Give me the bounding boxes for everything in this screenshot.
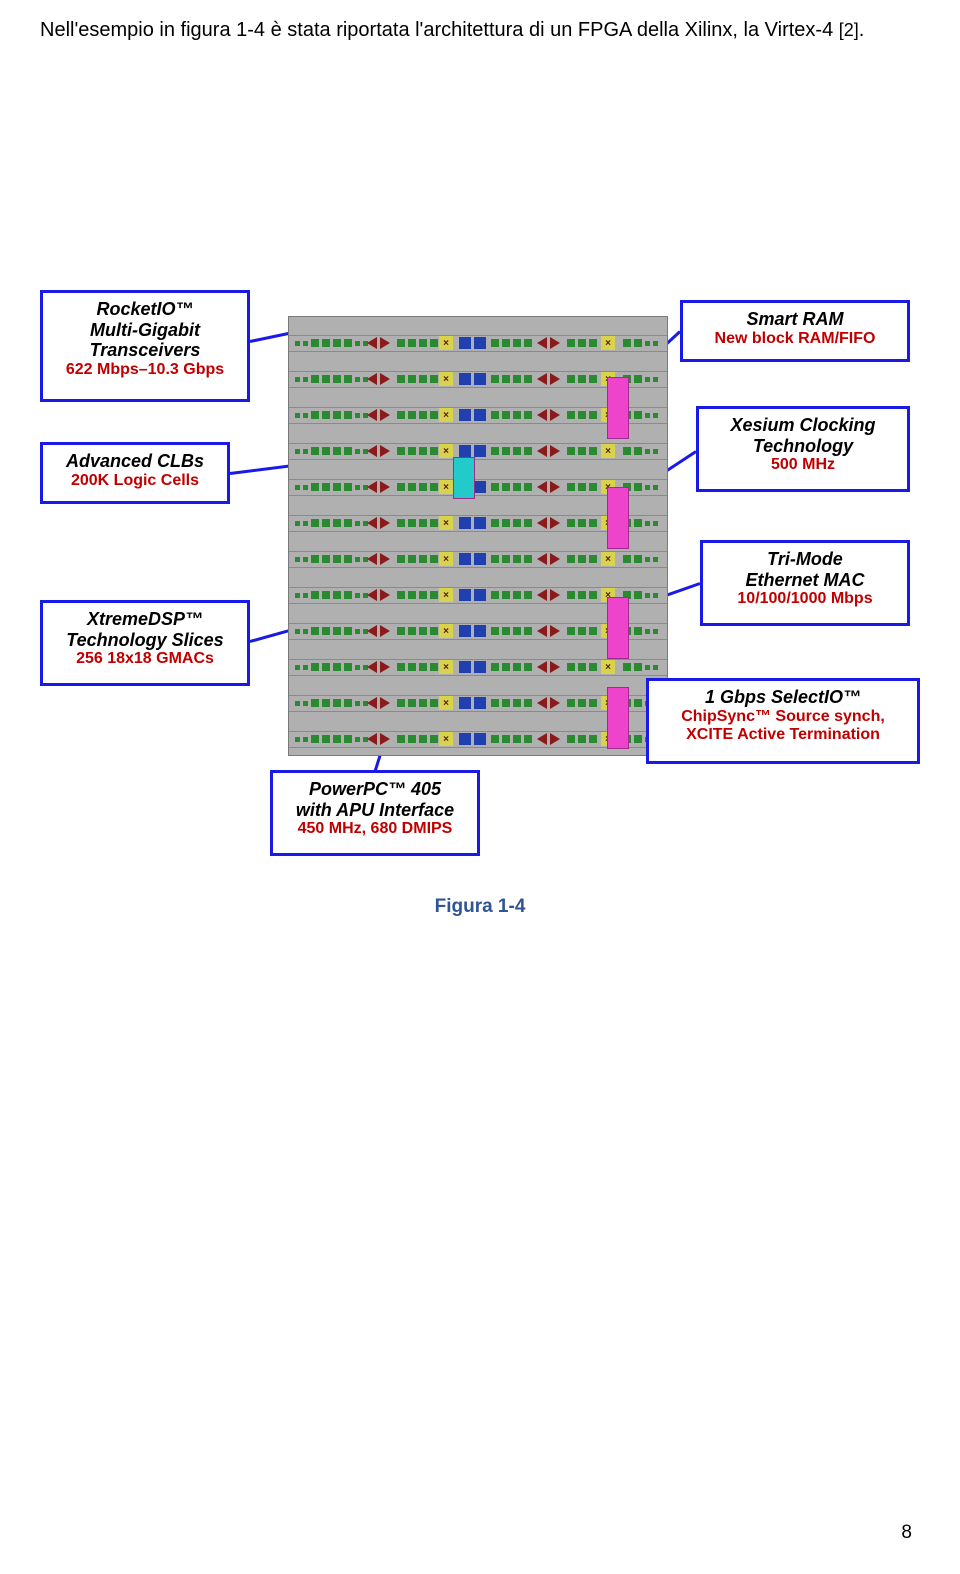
figure-caption: Figura 1-4 [0,896,960,918]
callout-detail: 256 18x18 GMACs [53,650,237,668]
callout-title: Tri-Mode [713,549,897,570]
callout-selectio: 1 Gbps SelectIO™ChipSync™ Source synch,X… [646,678,920,764]
callout-title: Technology [709,436,897,457]
callout-rocketio: RocketIO™Multi-GigabitTransceivers622 Mb… [40,290,250,402]
callout-ethernet: Tri-ModeEthernet MAC10/100/1000 Mbps [700,540,910,626]
reference: [2] [839,20,859,40]
callout-detail: ChipSync™ Source synch, [659,708,907,726]
callout-detail: 500 MHz [709,456,897,474]
callout-detail: New block RAM/FIFO [693,330,897,348]
callout-title: with APU Interface [283,800,467,821]
callout-title: RocketIO™ [53,299,237,320]
callout-title: Transceivers [53,340,237,361]
callout-detail: 450 MHz, 680 DMIPS [283,820,467,838]
callout-title: Multi-Gigabit [53,320,237,341]
callout-title: Advanced CLBs [53,451,217,472]
callout-clbs: Advanced CLBs200K Logic Cells [40,442,230,504]
callout-detail: 200K Logic Cells [53,472,217,490]
callout-title: Technology Slices [53,630,237,651]
callout-title: Smart RAM [693,309,897,330]
callout-ppc: PowerPC™ 405with APU Interface450 MHz, 6… [270,770,480,856]
fpga-diagram: ×××××××××××××××××××××××× RocketIO™Multi-… [40,300,920,850]
callout-smartram: Smart RAMNew block RAM/FIFO [680,300,910,362]
after-ref: . [859,19,865,41]
callout-detail: 10/100/1000 Mbps [713,590,897,608]
page-number: 8 [901,1522,912,1544]
paragraph-text: Nell'esempio in figura 1-4 è stata ripor… [40,19,839,41]
callout-dsp: XtremeDSP™Technology Slices256 18x18 GMA… [40,600,250,686]
callout-detail: XCITE Active Termination [659,726,907,744]
callout-title: Ethernet MAC [713,570,897,591]
paragraph: Nell'esempio in figura 1-4 è stata ripor… [40,16,920,45]
callout-title: XtremeDSP™ [53,609,237,630]
callout-detail: 622 Mbps–10.3 Gbps [53,361,237,379]
callout-title: Xesium Clocking [709,415,897,436]
callout-xesium: Xesium ClockingTechnology500 MHz [696,406,910,492]
fpga-chip: ×××××××××××××××××××××××× [288,316,668,756]
callout-title: PowerPC™ 405 [283,779,467,800]
callout-title: 1 Gbps SelectIO™ [659,687,907,708]
